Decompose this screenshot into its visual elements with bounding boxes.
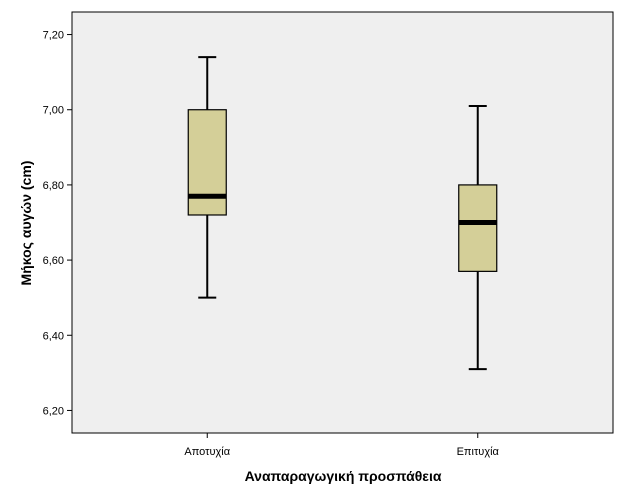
y-tick-label: 6,20 (43, 405, 64, 417)
plot-area (71, 11, 614, 434)
x-tick-label: Αποτυχία (184, 446, 230, 458)
y-tick-label: 6,40 (43, 330, 64, 342)
box-2 (458, 104, 498, 371)
iqr-box (458, 184, 498, 272)
y-tick-label: 7,00 (43, 105, 64, 117)
y-axis: 6,20 6,40 6,60 6,80 7,00 7,20 (43, 30, 72, 417)
iqr-box (187, 109, 227, 216)
box-1 (187, 56, 227, 299)
x-axis-title: Αναπαραγωγική προσπάθεια (245, 468, 442, 484)
y-tick-label: 6,80 (43, 180, 64, 192)
y-tick-label: 6,60 (43, 255, 64, 267)
x-tick-label: Επιτυχία (457, 446, 500, 458)
y-tick-label: 7,20 (43, 30, 64, 42)
x-axis: Αποτυχία Επιτυχία (184, 433, 500, 458)
box-series (187, 56, 498, 371)
y-axis-title: Μήκος αυγών (cm) (18, 161, 34, 286)
